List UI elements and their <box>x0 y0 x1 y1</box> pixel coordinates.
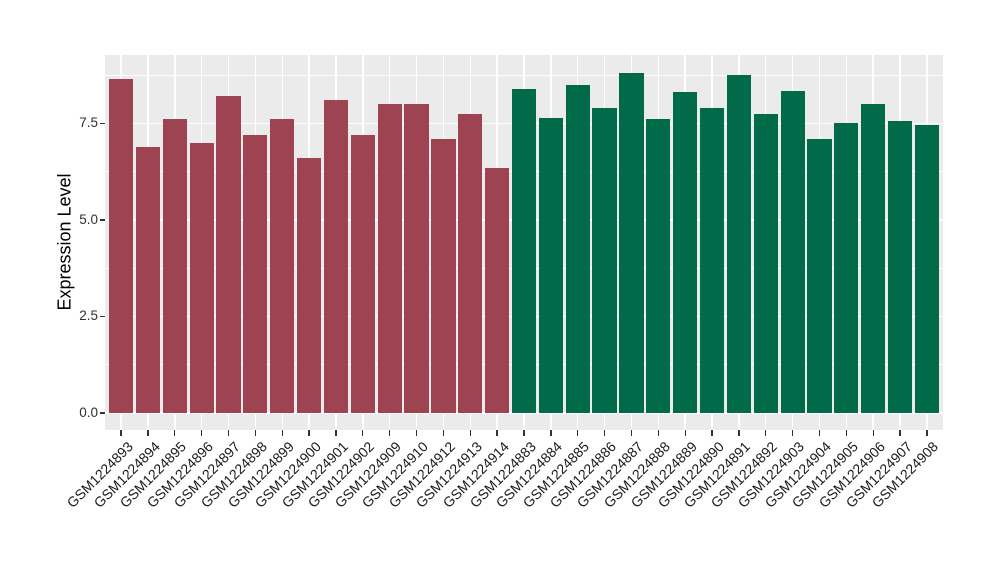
x-tick-mark <box>711 430 713 436</box>
x-tick-mark <box>791 430 794 436</box>
bar-GSM1224893 <box>109 78 134 413</box>
bar-GSM1224886 <box>592 107 617 413</box>
x-tick-mark <box>523 430 525 436</box>
bar-GSM1224906 <box>861 104 886 413</box>
bar-GSM1224890 <box>699 107 725 413</box>
x-tick-mark <box>603 430 606 436</box>
bar-GSM1224885 <box>565 84 590 413</box>
bar-GSM1224912 <box>431 138 456 413</box>
x-tick-mark <box>281 430 283 436</box>
x-tick-mark <box>496 430 498 436</box>
x-tick-mark <box>362 430 364 436</box>
x-tick-mark <box>389 430 391 436</box>
bar-GSM1224898 <box>243 134 268 413</box>
x-tick-mark <box>335 430 337 436</box>
bar-GSM1224892 <box>753 113 778 413</box>
x-tick-mark <box>174 430 176 436</box>
x-tick-mark <box>845 430 847 436</box>
bar-GSM1224909 <box>377 104 402 413</box>
y-tick-mark <box>100 412 105 414</box>
bar-GSM1224910 <box>404 104 429 413</box>
bar-GSM1224899 <box>270 119 295 413</box>
x-tick-mark <box>630 430 633 436</box>
y-tick-mark <box>100 219 105 221</box>
x-tick-mark <box>442 430 445 436</box>
bar-GSM1224887 <box>619 73 644 413</box>
x-tick-mark <box>147 430 149 436</box>
bar-GSM1224889 <box>673 92 698 413</box>
x-tick-mark <box>765 430 767 436</box>
x-tick-mark <box>201 430 203 436</box>
x-tick-mark <box>926 430 928 436</box>
x-tick-mark <box>469 430 471 436</box>
bar-GSM1224884 <box>538 117 563 413</box>
bar-GSM1224903 <box>780 90 805 413</box>
bar-GSM1224888 <box>646 119 671 413</box>
x-tick-mark <box>684 430 686 436</box>
bar-GSM1224883 <box>511 88 537 413</box>
x-tick-mark <box>415 430 418 436</box>
bar-GSM1224904 <box>807 138 832 413</box>
bar-GSM1224901 <box>323 100 349 413</box>
x-tick-mark <box>308 430 310 436</box>
bar-GSM1224905 <box>834 123 859 413</box>
y-axis-title: Expression Level <box>54 173 75 311</box>
bar-GSM1224913 <box>458 113 483 413</box>
y-tick-label: 0.0 <box>79 405 98 420</box>
bar-GSM1224902 <box>350 134 375 413</box>
y-tick-label: 2.5 <box>79 308 98 324</box>
x-tick-mark <box>899 430 901 436</box>
y-tick-mark <box>100 315 105 318</box>
bar-GSM1224897 <box>216 96 241 413</box>
x-tick-mark <box>738 430 740 436</box>
bar-GSM1224891 <box>726 75 751 413</box>
x-tick-mark <box>872 430 874 436</box>
y-tick-mark <box>100 122 105 124</box>
bar-GSM1224894 <box>135 146 161 413</box>
bar-GSM1224907 <box>887 121 913 413</box>
x-tick-mark <box>818 430 821 436</box>
x-tick-mark <box>254 430 257 436</box>
bar-GSM1224914 <box>485 167 510 413</box>
x-tick-mark <box>227 430 230 436</box>
bar-GSM1224908 <box>914 125 939 413</box>
y-tick-label: 7.5 <box>79 115 98 131</box>
bar-GSM1224895 <box>162 119 187 413</box>
x-tick-mark <box>550 430 552 436</box>
x-tick-mark <box>577 430 579 436</box>
bar-GSM1224896 <box>189 142 214 413</box>
plot-panel <box>105 55 943 430</box>
bar-GSM1224900 <box>297 158 322 413</box>
x-tick-mark <box>120 430 122 436</box>
x-tick-mark <box>657 430 659 436</box>
y-tick-label: 5.0 <box>79 211 98 227</box>
